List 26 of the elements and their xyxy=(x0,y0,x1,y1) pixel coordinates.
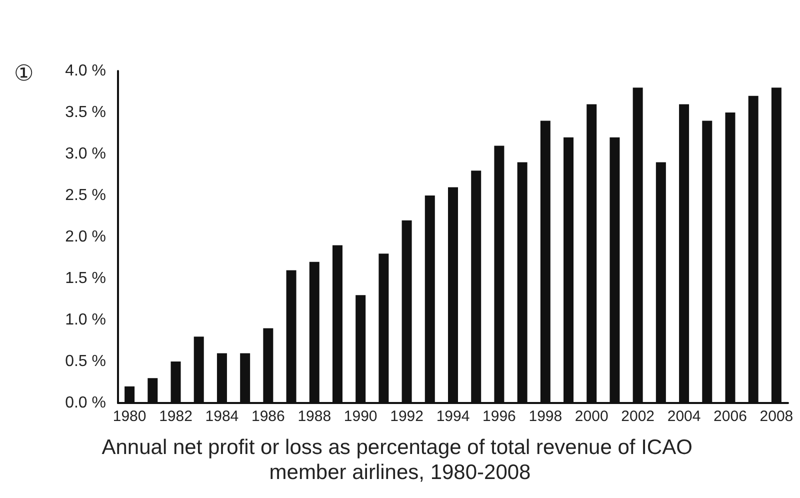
y-tick-label: 0.5 % xyxy=(65,353,106,370)
x-tick-label: 1994 xyxy=(436,408,470,425)
x-tick-label: 1988 xyxy=(298,408,332,425)
x-tick-label: 1998 xyxy=(528,408,562,425)
text: Annual net profit or loss as percentage of total revenue of ICAO member airlines, 1980-2008 xyxy=(102,436,698,484)
x-tick-label: 2004 xyxy=(667,408,701,425)
text: ① xyxy=(14,60,34,86)
y-tick-label: 2.5 % xyxy=(65,187,106,204)
y-tick-label: 0.0 % xyxy=(65,394,106,412)
y-tick-label: 4.0 % xyxy=(65,62,106,80)
y-tick-label: 2.0 % xyxy=(65,228,106,246)
y-tick-label: 3.5 % xyxy=(65,104,106,121)
x-tick-label: 2002 xyxy=(621,408,655,425)
x-tick-label: 1984 xyxy=(205,408,239,425)
x-tick-label: 1990 xyxy=(344,408,378,425)
x-tick-label: 2000 xyxy=(574,408,608,425)
x-tick-label: 1986 xyxy=(251,408,285,425)
y-tick-label: 1.0 % xyxy=(65,312,106,328)
x-tick-label: 1992 xyxy=(390,408,424,425)
x-tick-label: 1980 xyxy=(112,408,146,425)
x-tick-label: 2008 xyxy=(760,408,794,425)
x-tick-label: 1982 xyxy=(159,408,192,425)
y-tick-label: 3.0 % xyxy=(65,146,106,162)
x-tick-label: 1996 xyxy=(482,408,516,425)
x-tick-label: 2006 xyxy=(714,408,747,425)
y-tick-label: 1.5 % xyxy=(65,270,106,287)
